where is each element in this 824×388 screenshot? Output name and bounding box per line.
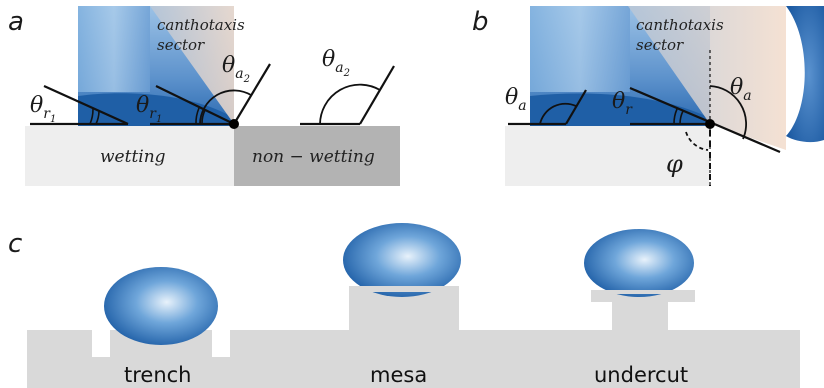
- angle-arc-b-right: [709, 85, 747, 140]
- angle-arc-left-1: [95, 110, 100, 125]
- theta-a-left: θa: [505, 85, 527, 114]
- sector-b-label-line2: sector: [636, 36, 684, 54]
- droplet-b-highlight: [530, 6, 630, 92]
- tangent-b-left: [565, 89, 587, 125]
- sector-b-label-line1: canthotaxis: [636, 16, 724, 34]
- angle-arc-mid-2: [195, 107, 200, 125]
- tangent-receding: [155, 85, 235, 125]
- undercut-stem: [612, 300, 668, 332]
- panel-c-letter: c: [8, 229, 22, 259]
- theta-r: θr: [612, 89, 633, 118]
- theta-a2-mid: θa2: [222, 53, 250, 85]
- wetting-substrate: [25, 126, 234, 186]
- trench-label: trench: [124, 363, 192, 387]
- angle-arc-mid-1: [201, 109, 206, 125]
- droplet-edge: [78, 93, 234, 126]
- panel-a-letter: a: [8, 7, 24, 37]
- substrate-b: [505, 126, 709, 186]
- panel-b-letter: b: [472, 7, 489, 37]
- droplet-mesa: [343, 223, 461, 297]
- panel-a: a canthotaxis sector θr1 θr1 θa2 θa2: [8, 6, 400, 186]
- undercut-label: undercut: [594, 363, 688, 387]
- angle-arc-left-2: [89, 108, 94, 125]
- droplet-undercut: [584, 229, 694, 297]
- theta-r1-left: θr1: [30, 93, 56, 125]
- panel-b: b canthotaxis sector θa θr θa φ: [472, 6, 824, 186]
- theta-a-right: θa: [730, 75, 752, 104]
- substrate-c: [27, 330, 800, 388]
- canthotaxis-sector-b: [628, 6, 786, 150]
- wetting-label: wetting: [100, 147, 166, 167]
- non-wetting-label: non − wetting: [252, 147, 375, 167]
- tangent-left: [43, 84, 129, 126]
- tangent-advancing: [233, 63, 271, 125]
- phi-arc: [685, 131, 709, 151]
- mesa-top: [349, 286, 459, 292]
- contact-point-b: [705, 119, 715, 129]
- angle-arc-b-left: [539, 102, 577, 125]
- droplet-b-edge: [530, 93, 710, 126]
- tangent-right: [359, 65, 395, 125]
- angle-arc-b-mid-2: [673, 108, 678, 125]
- canthotaxis-sector: [150, 6, 234, 124]
- theta-r1-mid: θr1: [136, 93, 162, 125]
- angle-arc-b-mid-1: [679, 110, 684, 125]
- tangent-b-through: [629, 86, 781, 154]
- angle-arc-advancing: [199, 89, 252, 125]
- sector-label-line1: canthotaxis: [157, 16, 245, 34]
- droplet-highlight: [78, 6, 150, 92]
- contact-point: [229, 119, 239, 129]
- droplet-b-bulge: [786, 6, 824, 143]
- mesa-label: mesa: [370, 363, 427, 387]
- angle-arc-right: [319, 83, 381, 125]
- panel-c: c trench mesa undercut: [8, 223, 800, 388]
- sector-label-line2: sector: [157, 36, 205, 54]
- undercut-cap-top: [591, 290, 695, 294]
- theta-a2-right: θa2: [322, 47, 350, 79]
- non-wetting-substrate: [234, 126, 400, 186]
- phi-label: φ: [666, 150, 683, 178]
- droplet-trench: [104, 267, 218, 345]
